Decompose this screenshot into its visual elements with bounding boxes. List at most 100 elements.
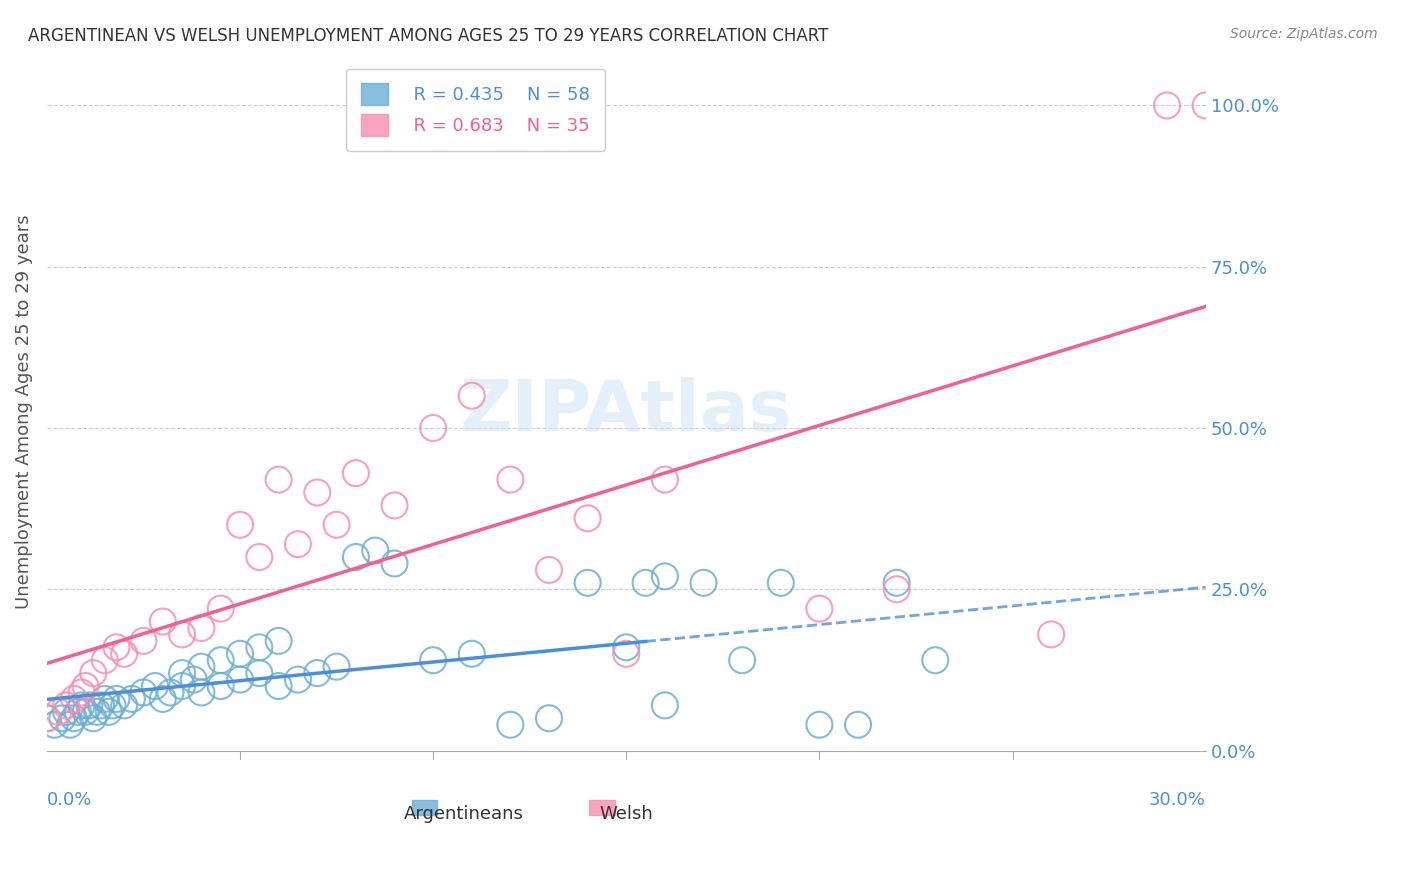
Text: ARGENTINEAN VS WELSH UNEMPLOYMENT AMONG AGES 25 TO 29 YEARS CORRELATION CHART: ARGENTINEAN VS WELSH UNEMPLOYMENT AMONG … xyxy=(28,27,828,45)
Point xyxy=(55,705,77,719)
Point xyxy=(51,711,73,725)
Point xyxy=(846,717,869,731)
Point xyxy=(172,679,194,693)
Point xyxy=(94,692,117,706)
Point xyxy=(152,692,174,706)
Point xyxy=(461,647,484,661)
Point xyxy=(247,549,270,564)
Point xyxy=(66,705,89,719)
Point xyxy=(112,647,135,661)
Point xyxy=(152,615,174,629)
Point xyxy=(143,679,166,693)
Point xyxy=(325,517,347,532)
Point xyxy=(132,633,155,648)
Point xyxy=(190,685,212,699)
Point xyxy=(105,640,128,655)
Point xyxy=(364,543,387,558)
Point xyxy=(172,666,194,681)
Point xyxy=(731,653,754,667)
Point xyxy=(112,698,135,713)
Point xyxy=(344,466,367,480)
Point xyxy=(247,666,270,681)
Y-axis label: Unemployment Among Ages 25 to 29 years: Unemployment Among Ages 25 to 29 years xyxy=(15,215,32,609)
Point xyxy=(384,499,406,513)
Point xyxy=(172,627,194,641)
Text: ZIPAtlas: ZIPAtlas xyxy=(460,377,793,446)
Text: Source: ZipAtlas.com: Source: ZipAtlas.com xyxy=(1230,27,1378,41)
Point xyxy=(654,698,676,713)
Point xyxy=(229,517,252,532)
Point xyxy=(55,698,77,713)
Point xyxy=(70,698,93,713)
Point xyxy=(808,601,831,615)
Point xyxy=(63,692,86,706)
Point xyxy=(209,679,232,693)
Point xyxy=(692,575,714,590)
Point xyxy=(75,705,97,719)
Point xyxy=(267,633,290,648)
Point xyxy=(90,698,112,713)
Point xyxy=(267,679,290,693)
Point xyxy=(614,640,637,655)
Point xyxy=(422,653,444,667)
Point xyxy=(499,717,522,731)
Point xyxy=(70,685,93,699)
Text: Welsh: Welsh xyxy=(599,805,654,822)
Point xyxy=(35,711,58,725)
Point xyxy=(886,582,908,597)
Point xyxy=(634,575,657,590)
Point xyxy=(499,473,522,487)
Point xyxy=(325,659,347,673)
Point xyxy=(886,575,908,590)
Point xyxy=(307,485,329,500)
Point xyxy=(537,711,560,725)
Point xyxy=(209,653,232,667)
Point xyxy=(121,692,143,706)
Point xyxy=(63,711,86,725)
Point xyxy=(808,717,831,731)
Text: Argentineans: Argentineans xyxy=(404,805,524,822)
Point xyxy=(75,679,97,693)
Point xyxy=(287,537,309,551)
Point xyxy=(287,673,309,687)
Text: 0.0%: 0.0% xyxy=(46,791,93,809)
Point xyxy=(86,705,108,719)
FancyBboxPatch shape xyxy=(412,800,437,815)
Point xyxy=(105,692,128,706)
Point xyxy=(35,711,58,725)
Point xyxy=(48,705,70,719)
Point xyxy=(1040,627,1063,641)
Legend:   R = 0.435    N = 58,   R = 0.683    N = 35: R = 0.435 N = 58, R = 0.683 N = 35 xyxy=(346,69,605,151)
Point xyxy=(307,666,329,681)
Point xyxy=(247,640,270,655)
Point xyxy=(82,666,104,681)
Point xyxy=(159,685,181,699)
Point xyxy=(537,563,560,577)
Point xyxy=(183,673,205,687)
FancyBboxPatch shape xyxy=(589,800,614,815)
Point xyxy=(190,659,212,673)
Point xyxy=(654,569,676,583)
Point xyxy=(614,647,637,661)
Point xyxy=(1195,98,1218,112)
Point xyxy=(344,549,367,564)
Point xyxy=(422,421,444,435)
Point xyxy=(94,653,117,667)
Point xyxy=(229,647,252,661)
Point xyxy=(576,575,599,590)
Point xyxy=(576,511,599,525)
Point xyxy=(267,473,290,487)
Point xyxy=(79,698,101,713)
Point xyxy=(461,389,484,403)
Point xyxy=(59,717,82,731)
Point xyxy=(101,698,124,713)
Point xyxy=(654,473,676,487)
Point xyxy=(229,673,252,687)
Point xyxy=(924,653,946,667)
Point xyxy=(97,705,120,719)
Point xyxy=(44,717,66,731)
Point xyxy=(209,601,232,615)
Point xyxy=(1156,98,1178,112)
Point xyxy=(82,711,104,725)
Point xyxy=(190,621,212,635)
